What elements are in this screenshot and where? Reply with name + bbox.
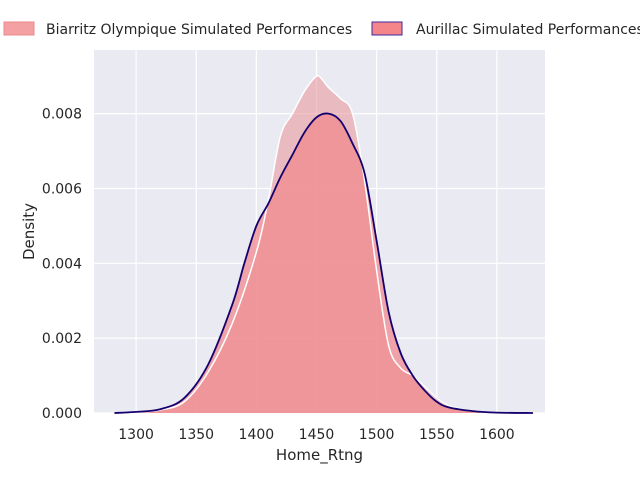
x-tick-label: 1450 [299,427,335,443]
legend-swatch-biarritz [3,21,35,36]
biarritz-density-line [114,74,533,414]
x-tick-label: 1500 [359,427,395,443]
y-tick-label: 0.004 [42,256,82,272]
y-tick-labels: 0.000 0.002 0.004 0.006 0.008 [42,107,82,422]
legend: Biarritz Olympique Simulated Performance… [3,21,640,38]
x-tick-label: 1550 [419,427,455,443]
y-axis-title: Density [20,203,38,260]
x-tick-label: 1300 [118,427,154,443]
y-tick-label: 0.000 [42,406,82,422]
y-tick-label: 0.002 [42,331,82,347]
x-tick-label: 1350 [178,427,214,443]
x-tick-label: 1600 [479,427,515,443]
y-tick-label: 0.006 [42,181,82,197]
series-layer [114,74,533,414]
aurillac-density-area [114,113,533,414]
x-tick-label: 1400 [239,427,275,443]
aurillac-density-line [114,112,533,414]
legend-swatch-aurillac [371,21,403,36]
x-axis-title: Home_Rtng [276,446,363,465]
legend-label-aurillac: Aurillac Simulated Performances [416,22,640,38]
x-tick-labels: 1300 1350 1400 1450 1500 1550 1600 [118,427,514,443]
y-tick-label: 0.008 [42,107,82,123]
legend-label-biarritz: Biarritz Olympique Simulated Performance… [46,22,352,38]
